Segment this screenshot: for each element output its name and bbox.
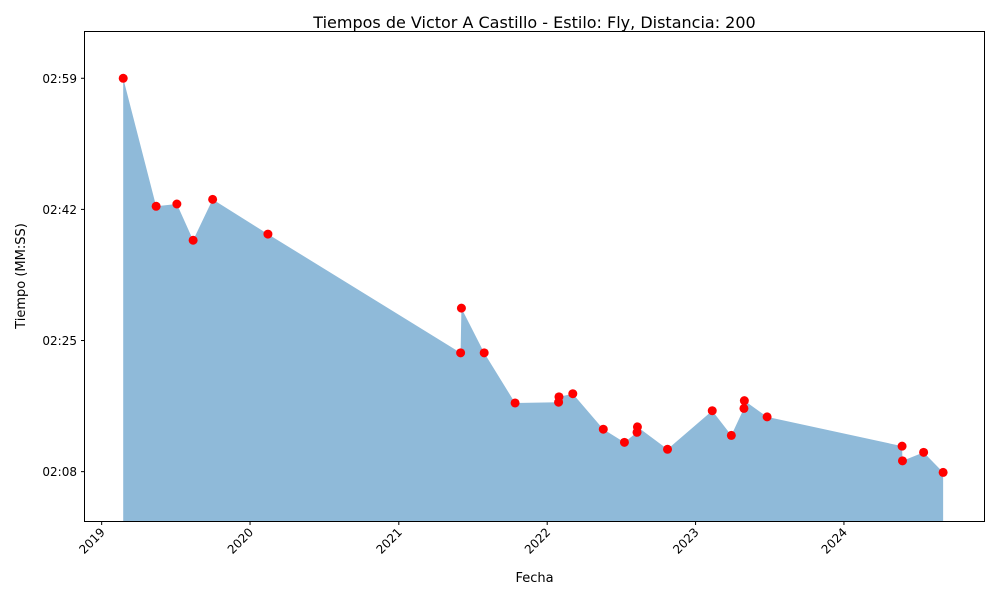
data-point [479,348,489,358]
data-point [510,398,520,408]
data-point [172,199,182,209]
data-point [897,456,907,466]
data-point [632,422,642,432]
data-point [739,396,749,406]
y-tick-label: 02:59 [42,72,77,86]
data-point [118,73,128,83]
data-point [456,348,466,358]
x-axis-label: Fecha [515,571,553,586]
chart-title: Tiempos de Victor A Castillo - Estilo: F… [312,13,755,32]
data-point [762,412,772,422]
y-tick-label: 02:25 [42,334,77,348]
data-point [726,430,736,440]
data-point [739,403,749,413]
data-point [188,235,198,245]
y-axis: 02:08 02:25 02:42 02:59 [42,72,85,479]
data-point [263,229,273,239]
data-point [568,389,578,399]
data-point [919,447,929,457]
plot-frame [84,31,985,522]
data-point [151,201,161,211]
data-point [897,441,907,451]
plot-layer [118,73,948,521]
series-area [123,78,944,521]
y-axis-label: Tiempo (MM:SS) [14,223,29,330]
data-point [598,424,608,434]
data-point [554,392,564,402]
data-point [938,467,948,477]
data-point [707,406,717,416]
data-point [663,444,673,454]
y-tick-label: 02:08 [42,465,77,479]
data-point [456,303,466,313]
data-point [208,194,218,204]
y-tick-label: 02:42 [42,203,77,217]
data-point [619,437,629,447]
